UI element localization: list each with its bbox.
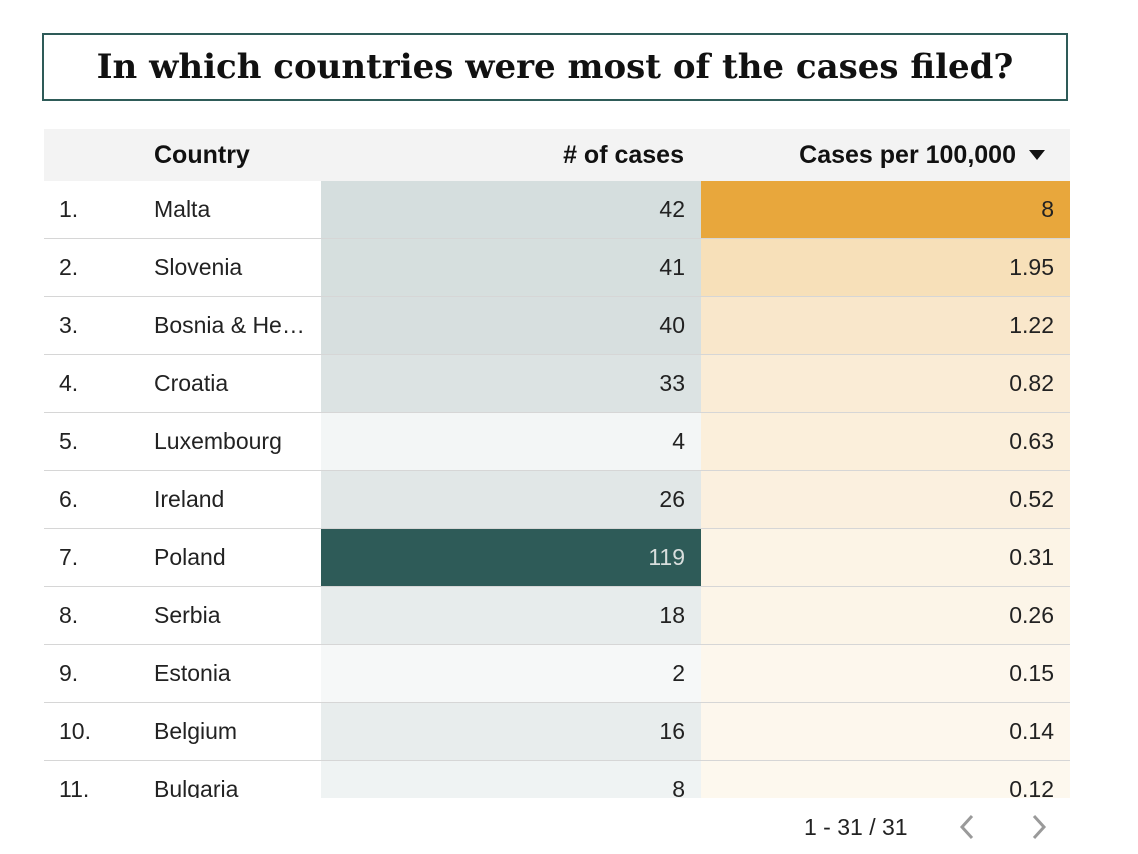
row-country: Bosnia & He…: [154, 312, 305, 338]
row-country: Malta: [154, 196, 211, 222]
cases-cell: 40: [321, 297, 701, 354]
cases-cell: 16: [321, 703, 701, 760]
cases-cell: 2: [321, 645, 701, 702]
table-header: Country # of cases Cases per 100,000: [44, 129, 1070, 181]
row-country: Poland: [154, 544, 226, 570]
cases-value: 41: [659, 254, 685, 280]
cases-value: 33: [659, 370, 685, 396]
table-row[interactable]: 1. Malta 42 8: [44, 181, 1070, 239]
column-header-country[interactable]: Country: [154, 141, 250, 169]
cases-cell: 42: [321, 181, 701, 238]
cases-per-100k-value: 0.82: [1009, 370, 1054, 396]
table-row[interactable]: 4. Croatia 33 0.82: [44, 355, 1070, 413]
row-country: Belgium: [154, 718, 238, 744]
chevron-right-icon[interactable]: [1024, 808, 1054, 846]
cases-cell: 119: [321, 529, 701, 586]
cases-value: 18: [659, 602, 685, 628]
cases-per-100k-value: 0.12: [1009, 776, 1054, 798]
row-country: Ireland: [154, 486, 225, 512]
row-rank: 7.: [59, 544, 79, 570]
row-rank: 5.: [59, 428, 79, 454]
column-header-cases-per-100k[interactable]: Cases per 100,000: [799, 141, 1016, 169]
cases-cell: 26: [321, 471, 701, 528]
cases-per-100k-value: 0.52: [1009, 486, 1054, 512]
cases-per-100k-cell: 0.12: [701, 761, 1070, 798]
sort-descending-icon[interactable]: [1029, 150, 1045, 160]
cases-per-100k-cell: 0.31: [701, 529, 1070, 586]
row-rank: 3.: [59, 312, 79, 338]
cases-per-100k-cell: 1.95: [701, 239, 1070, 296]
row-country: Bulgaria: [154, 776, 239, 798]
row-rank: 11.: [59, 776, 90, 798]
cases-value: 42: [659, 196, 685, 222]
cases-cell: 18: [321, 587, 701, 644]
row-country: Croatia: [154, 370, 229, 396]
cases-per-100k-cell: 0.15: [701, 645, 1070, 702]
cases-value: 2: [672, 660, 685, 686]
cases-per-100k-value: 8: [1041, 196, 1054, 222]
cases-value: 40: [659, 312, 685, 338]
cases-per-100k-cell: 8: [701, 181, 1070, 238]
table-row[interactable]: 11. Bulgaria 8 0.12: [44, 761, 1070, 798]
row-rank: 8.: [59, 602, 79, 628]
cases-cell: 33: [321, 355, 701, 412]
cases-per-100k-value: 0.31: [1009, 544, 1054, 570]
cases-per-100k-value: 1.22: [1009, 312, 1054, 338]
cases-per-100k-cell: 0.26: [701, 587, 1070, 644]
table-body: 1. Malta 42 8 2. Slovenia 41 1.95 3. Bosnia & He……: [44, 181, 1070, 798]
table-row[interactable]: 2. Slovenia 41 1.95: [44, 239, 1070, 297]
cases-cell: 41: [321, 239, 701, 296]
data-table[interactable]: Country # of cases Cases per 100,000 1. M…: [44, 129, 1070, 798]
row-rank: 9.: [59, 660, 79, 686]
cases-per-100k-cell: 0.63: [701, 413, 1070, 470]
cases-value: 16: [659, 718, 685, 744]
table-row[interactable]: 3. Bosnia & He… 40 1.22: [44, 297, 1070, 355]
chevron-left-icon[interactable]: [952, 808, 982, 846]
cases-cell: 8: [321, 761, 701, 798]
row-country: Estonia: [154, 660, 231, 686]
cases-per-100k-value: 1.95: [1009, 254, 1054, 280]
row-rank: 2.: [59, 254, 79, 280]
table-row[interactable]: 8. Serbia 18 0.26: [44, 587, 1070, 645]
cases-per-100k-cell: 0.52: [701, 471, 1070, 528]
pagination-label: 1 - 31 / 31: [804, 814, 908, 840]
chart-title-box: In which countries were most of the case…: [42, 33, 1068, 101]
cases-per-100k-value: 0.14: [1009, 718, 1054, 744]
table-row[interactable]: 10. Belgium 16 0.14: [44, 703, 1070, 761]
row-rank: 4.: [59, 370, 79, 396]
table-row[interactable]: 6. Ireland 26 0.52: [44, 471, 1070, 529]
row-rank: 6.: [59, 486, 79, 512]
row-rank: 1.: [59, 196, 79, 222]
chart-title: In which countries were most of the case…: [96, 47, 1014, 87]
row-rank: 10.: [59, 718, 91, 744]
table-row[interactable]: 9. Estonia 2 0.15: [44, 645, 1070, 703]
cases-value: 26: [659, 486, 685, 512]
column-header-cases[interactable]: # of cases: [563, 141, 684, 169]
cases-cell: 4: [321, 413, 701, 470]
cases-value: 4: [672, 428, 685, 454]
table-row[interactable]: 5. Luxembourg 4 0.63: [44, 413, 1070, 471]
cases-per-100k-value: 0.26: [1009, 602, 1054, 628]
row-country: Serbia: [154, 602, 221, 628]
table-row[interactable]: 7. Poland 119 0.31: [44, 529, 1070, 587]
row-country: Slovenia: [154, 254, 243, 280]
cases-per-100k-value: 0.15: [1009, 660, 1054, 686]
cases-per-100k-value: 0.63: [1009, 428, 1054, 454]
cases-per-100k-cell: 1.22: [701, 297, 1070, 354]
cases-value: 119: [648, 544, 685, 570]
cases-value: 8: [672, 776, 685, 798]
cases-per-100k-cell: 0.14: [701, 703, 1070, 760]
row-country: Luxembourg: [154, 428, 282, 454]
cases-per-100k-cell: 0.82: [701, 355, 1070, 412]
